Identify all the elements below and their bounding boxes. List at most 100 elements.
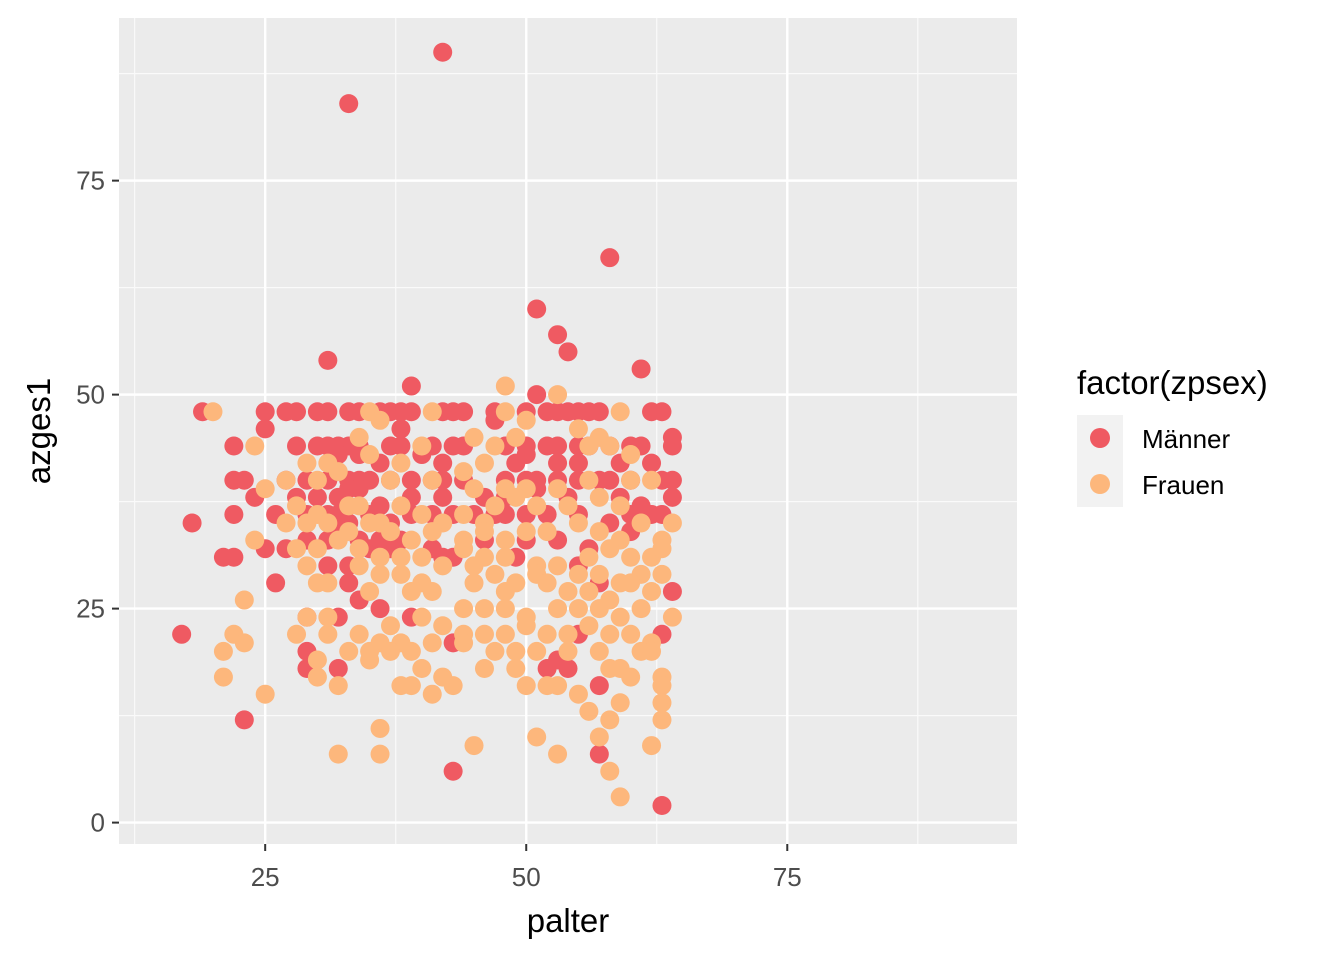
data-point-frauen [579,547,599,567]
data-point-frauen [579,436,599,456]
data-point-frauen [360,445,380,465]
data-point-frauen [652,564,672,584]
data-point-frauen [610,607,630,627]
data-point-frauen [370,564,390,584]
data-point-frauen [234,633,254,653]
data-point-mnner [234,470,254,490]
data-point-frauen [610,496,630,516]
data-point-mnner [558,342,578,362]
data-point-frauen [454,504,474,524]
data-point-frauen [474,659,494,679]
data-point-frauen [485,436,505,456]
data-point-mnner [548,453,568,473]
data-point-frauen [485,564,505,584]
data-point-mnner [287,402,307,422]
x-tick-label: 50 [512,862,541,892]
data-point-frauen [537,624,557,644]
data-point-frauen [422,581,442,601]
y-tick-label: 25 [76,594,105,624]
data-point-frauen [443,676,463,696]
data-point-frauen [255,479,275,499]
data-point-frauen [558,624,578,644]
data-point-frauen [506,487,526,507]
data-point-frauen [464,736,484,756]
data-point-mnner [307,487,327,507]
data-point-mnner [589,744,609,764]
data-point-mnner [401,470,421,490]
data-point-frauen [401,641,421,661]
data-point-mnner [662,470,682,490]
data-point-frauen [516,522,536,542]
data-point-frauen [579,701,599,721]
data-point-frauen [297,607,317,627]
data-point-frauen [391,564,411,584]
data-point-frauen [506,641,526,661]
data-point-mnner [287,436,307,456]
data-point-frauen [527,727,547,747]
data-point-frauen [464,427,484,447]
data-point-mnner [234,710,254,730]
data-point-frauen [610,787,630,807]
y-tick-label: 0 [91,808,105,838]
data-point-mnner [370,599,390,619]
data-point-frauen [255,684,275,704]
data-point-mnner [433,487,453,507]
data-point-frauen [422,633,442,653]
data-point-frauen [548,744,568,764]
data-point-frauen [287,496,307,516]
data-point-frauen [328,462,348,482]
data-point-frauen [454,462,474,482]
data-point-frauen [600,539,620,559]
data-point-frauen [360,513,380,533]
data-point-frauen [203,402,223,422]
data-point-mnner [662,487,682,507]
data-point-mnner [642,453,662,473]
data-point-frauen [454,539,474,559]
data-point-frauen [360,650,380,670]
data-point-mnner [339,573,359,593]
data-point-frauen [589,487,609,507]
data-point-frauen [349,427,369,447]
data-point-frauen [652,710,672,730]
data-point-frauen [464,479,484,499]
data-point-mnner [318,402,338,422]
data-point-frauen [307,470,327,490]
data-point-frauen [600,436,620,456]
data-point-mnner [433,42,453,62]
data-point-frauen [391,547,411,567]
data-point-frauen [391,453,411,473]
data-point-frauen [621,547,641,567]
data-point-mnner [631,359,651,379]
data-point-frauen [412,436,432,456]
data-point-frauen [652,676,672,696]
data-point-frauen [495,599,515,619]
data-point-frauen [558,496,578,516]
data-point-frauen [297,453,317,473]
legend-title: factor(zpsex) [1077,364,1268,401]
data-point-mnner [558,659,578,679]
data-point-mnner [589,402,609,422]
data-point-mnner [527,385,547,405]
data-point-frauen [474,522,494,542]
x-tick-label: 75 [773,862,802,892]
data-point-frauen [631,599,651,619]
data-point-frauen [568,513,588,533]
data-point-mnner [255,419,275,439]
data-point-frauen [349,624,369,644]
data-point-frauen [213,641,233,661]
data-point-mnner [433,453,453,473]
data-point-mnner [652,795,672,815]
data-point-frauen [621,624,641,644]
legend-dot-maenner [1090,428,1110,448]
data-point-frauen [600,659,620,679]
data-point-frauen [474,453,494,473]
data-point-frauen [485,641,505,661]
data-point-frauen [307,539,327,559]
data-point-frauen [287,624,307,644]
data-point-frauen [245,436,265,456]
axes: 25 50 75 0 25 50 75 [76,166,802,892]
data-point-frauen [307,650,327,670]
data-point-frauen [662,513,682,533]
data-point-frauen [621,470,641,490]
data-point-frauen [370,718,390,738]
